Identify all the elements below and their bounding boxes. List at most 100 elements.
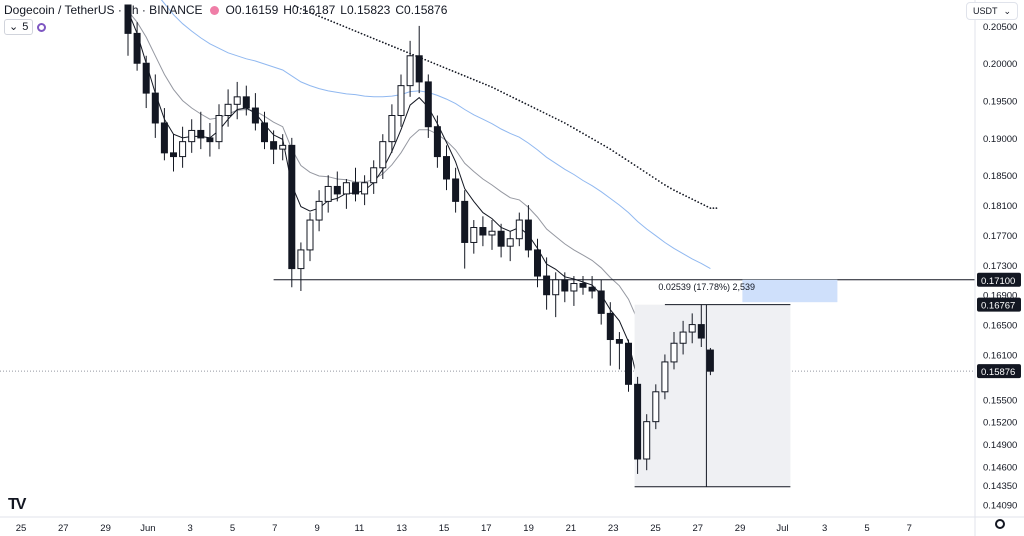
price-tick-label: 0.16900 — [983, 291, 1017, 302]
sma-dot — [451, 70, 454, 72]
target-box — [742, 279, 838, 303]
candle-body — [388, 115, 396, 143]
candle-body — [524, 219, 532, 251]
sma-dot — [621, 156, 624, 158]
indicator-toggle[interactable]: ⌄ 5 — [4, 19, 47, 35]
sma-dot — [400, 48, 402, 51]
candle-body — [461, 200, 469, 243]
sma-dot — [436, 63, 439, 66]
price-tag — [977, 272, 1021, 287]
sma-dot — [654, 178, 657, 180]
sma-dot — [372, 37, 375, 40]
measure-label: 0.02539 (17.78%) 2,539 — [658, 282, 755, 292]
time-tick-label: 25 — [16, 523, 27, 534]
sma-dot — [309, 11, 311, 14]
candle-body — [479, 227, 487, 236]
candle-body — [534, 249, 541, 277]
candle-body — [515, 219, 523, 240]
candle-body — [452, 178, 460, 202]
sma-dot — [664, 184, 666, 186]
candle-body — [361, 182, 369, 195]
sma-dot — [509, 95, 512, 97]
price-tick-label: 0.19000 — [983, 134, 1017, 145]
sma-dot — [315, 14, 317, 16]
time-tick-label: 7 — [907, 523, 912, 534]
candle-body — [679, 331, 687, 344]
sma-dot — [700, 202, 703, 205]
candle-body — [406, 55, 414, 87]
candle-body — [324, 185, 332, 202]
sma-dot — [600, 142, 603, 145]
sma-dot — [327, 19, 330, 21]
time-tick-label: 23 — [608, 523, 619, 534]
candle-body — [643, 421, 651, 460]
sma-dot — [296, 6, 299, 9]
sma-dotted-line — [293, 4, 718, 210]
sma-dot — [378, 40, 381, 42]
candle-body — [597, 290, 605, 314]
sma-dot — [475, 80, 478, 82]
sma-dot — [557, 119, 560, 121]
sma-dot — [603, 144, 606, 147]
sma-dot — [612, 150, 615, 153]
sma-dot — [387, 43, 390, 46]
candle-body — [342, 182, 350, 195]
time-tick-label: 13 — [396, 523, 407, 534]
candle-body — [297, 249, 305, 270]
sma-dot — [645, 172, 648, 174]
sma-dot — [293, 4, 296, 7]
sma-dot — [688, 196, 690, 199]
sma-dot — [330, 20, 333, 23]
candle-body — [706, 349, 714, 372]
sma-dot — [506, 93, 508, 96]
symbol-title[interactable]: Dogecoin / TetherUS · 4h · BINANCE — [4, 3, 203, 17]
caret-icon: ⌄ — [9, 21, 19, 33]
indicators-collapse-button[interactable]: ⌄ 5 — [4, 19, 34, 35]
candle-body — [261, 122, 268, 143]
sma-dot — [442, 66, 445, 69]
candle-body — [670, 342, 678, 363]
candle-body — [370, 167, 378, 184]
sma-dot — [703, 204, 706, 207]
candle-body — [615, 339, 623, 344]
candle-body — [506, 238, 514, 247]
sma-dot — [597, 141, 599, 144]
sma-dot — [694, 199, 697, 202]
sma-dot — [324, 17, 326, 20]
candle-body — [570, 283, 578, 292]
price-tick-label: 0.17700 — [983, 231, 1017, 242]
sma-dot — [448, 68, 451, 71]
sma-dot — [424, 58, 427, 61]
sma-dot — [633, 164, 636, 166]
candle-body — [133, 32, 141, 64]
sma-dot — [548, 114, 551, 117]
currency-select[interactable]: USDT ⌄ — [965, 2, 1018, 20]
sma-dot — [306, 10, 308, 13]
price-tag-label: 0.15876 — [981, 367, 1015, 378]
candle-body — [552, 279, 560, 296]
time-tick-label: Jul — [776, 523, 788, 534]
gear-icon[interactable] — [995, 519, 1005, 529]
price-tick-label: 0.14600 — [983, 462, 1017, 473]
candle-body — [652, 391, 660, 423]
candle-body — [561, 279, 569, 292]
sma-dot — [554, 117, 557, 120]
price-tick-label: 0.16100 — [983, 350, 1017, 361]
sma-dot — [406, 51, 408, 54]
sma-dot — [642, 170, 645, 172]
price-tick-label: 0.15200 — [983, 418, 1017, 429]
candle-body — [206, 137, 214, 143]
candle-body — [606, 312, 614, 341]
sma-dot — [360, 32, 363, 35]
sma-dot — [685, 195, 687, 198]
sma-dot — [579, 130, 581, 133]
chart-header: Dogecoin / TetherUS · 4h · BINANCE O0.16… — [4, 2, 447, 18]
time-tick-label: 19 — [523, 523, 534, 534]
sma-dot — [533, 107, 536, 109]
candle-body — [543, 275, 551, 296]
measure-box — [634, 304, 791, 487]
sma-dot — [500, 90, 502, 93]
sma-dot — [594, 139, 596, 142]
indicator-count: 5 — [22, 21, 29, 33]
